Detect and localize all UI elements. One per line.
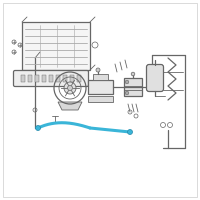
Circle shape [96, 68, 100, 72]
Bar [21, 75, 25, 82]
Circle shape [125, 80, 129, 84]
Circle shape [131, 72, 135, 76]
Polygon shape [124, 78, 142, 96]
Polygon shape [58, 102, 82, 110]
FancyBboxPatch shape [146, 64, 164, 92]
Polygon shape [88, 96, 113, 102]
Polygon shape [88, 80, 113, 94]
Bar [70, 75, 74, 82]
Circle shape [68, 86, 72, 90]
Circle shape [64, 82, 76, 94]
Bar [28, 75, 32, 82]
Bar [77, 75, 81, 82]
Bar [49, 75, 53, 82]
Bar [22, 22, 90, 70]
Circle shape [36, 126, 40, 130]
Circle shape [125, 91, 129, 95]
Bar [42, 75, 46, 82]
Bar [63, 75, 67, 82]
Bar [56, 75, 60, 82]
FancyBboxPatch shape [14, 71, 88, 86]
Circle shape [128, 130, 132, 134]
Bar [35, 75, 39, 82]
Polygon shape [93, 74, 108, 80]
